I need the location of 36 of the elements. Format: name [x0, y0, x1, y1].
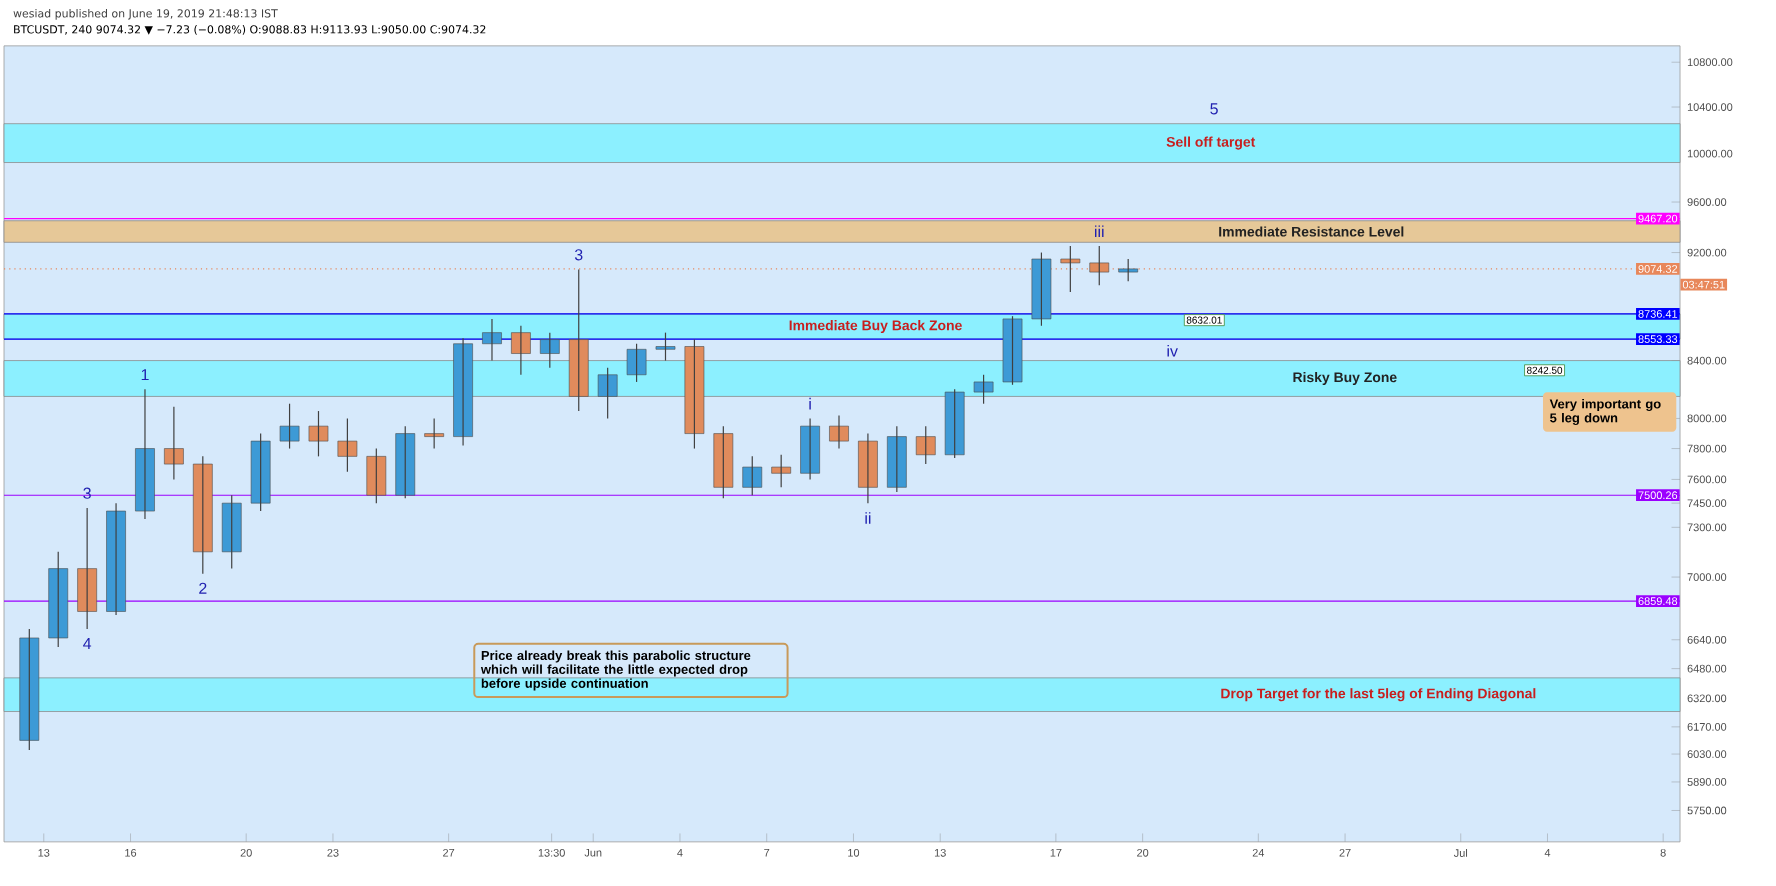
- candlestick: [771, 454, 792, 488]
- candlestick: [1002, 315, 1023, 386]
- candlestick: [858, 432, 878, 504]
- candlestick: [48, 551, 69, 648]
- candlestick: [77, 507, 97, 630]
- candlestick: [250, 432, 271, 512]
- candlestick: [829, 414, 849, 450]
- candlestick: [655, 332, 676, 362]
- candlestick: [713, 425, 734, 499]
- candlestick: [366, 447, 387, 504]
- candlestick: [1118, 258, 1139, 282]
- candlestick: [106, 502, 126, 616]
- candlestick: [221, 494, 242, 570]
- candlestick: [164, 406, 184, 481]
- candlestick: [337, 417, 358, 473]
- candlestick: [1031, 251, 1052, 327]
- candlestick: [395, 425, 416, 499]
- candlestick: [626, 343, 647, 383]
- candlestick: [424, 417, 444, 450]
- candlestick: [742, 455, 763, 496]
- candlestick: [511, 325, 531, 376]
- candlestick: [192, 455, 213, 575]
- candlestick: [944, 388, 965, 459]
- candlestick: [453, 337, 473, 447]
- candlestick: [915, 425, 936, 465]
- candlestick: [19, 628, 40, 751]
- candlestick: [684, 338, 705, 450]
- candlestick: [973, 374, 994, 405]
- candlestick: [279, 403, 300, 450]
- candlestick: [308, 410, 329, 457]
- candlestick: [539, 332, 560, 369]
- candlestick: [597, 367, 618, 420]
- candlestick: [135, 388, 155, 520]
- candlestick: [482, 318, 502, 362]
- candlestick: [800, 417, 820, 481]
- candlestick: [887, 425, 907, 493]
